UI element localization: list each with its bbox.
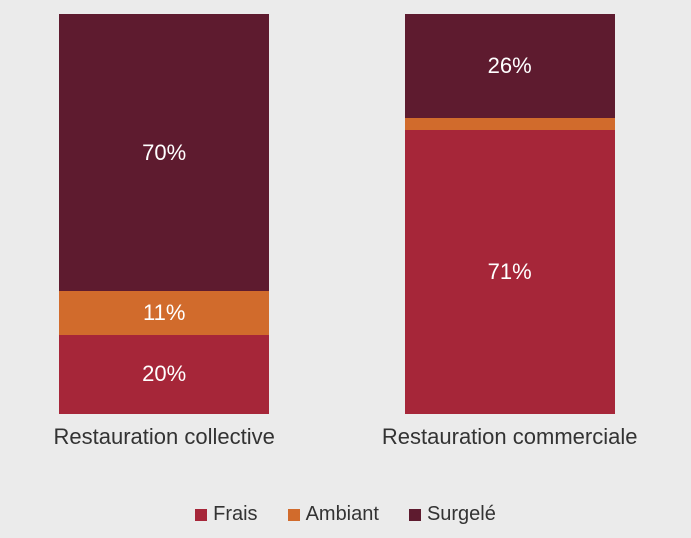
bar-1: 71%3%26% [405,14,615,414]
segment-ambiant: 3% [405,118,615,130]
segment-surgelé: 70% [59,14,269,291]
segment-ambiant: 11% [59,291,269,335]
legend-item-ambiant: Ambiant [288,503,379,526]
bar-0: 20%11%70% [59,14,269,414]
legend-item-surgelé: Surgelé [409,503,496,526]
bars-area: 20%11%70% Restauration collective 71%3%2… [0,30,691,450]
legend-label: Frais [213,503,257,526]
category-label-1: Restauration commerciale [382,424,638,450]
bar-group-0: 20%11%70% Restauration collective [54,14,275,450]
legend-swatch-icon [288,509,300,521]
legend-swatch-icon [195,509,207,521]
segment-frais: 20% [59,335,269,414]
legend: Frais Ambiant Surgelé [0,503,691,526]
legend-item-frais: Frais [195,503,257,526]
segment-surgelé: 26% [405,14,615,118]
legend-label: Ambiant [306,503,379,526]
legend-swatch-icon [409,509,421,521]
category-label-0: Restauration collective [54,424,275,450]
legend-label: Surgelé [427,503,496,526]
bar-group-1: 71%3%26% Restauration commerciale [382,14,638,450]
stacked-bar-chart: 20%11%70% Restauration collective 71%3%2… [0,0,691,538]
segment-frais: 71% [405,130,615,414]
